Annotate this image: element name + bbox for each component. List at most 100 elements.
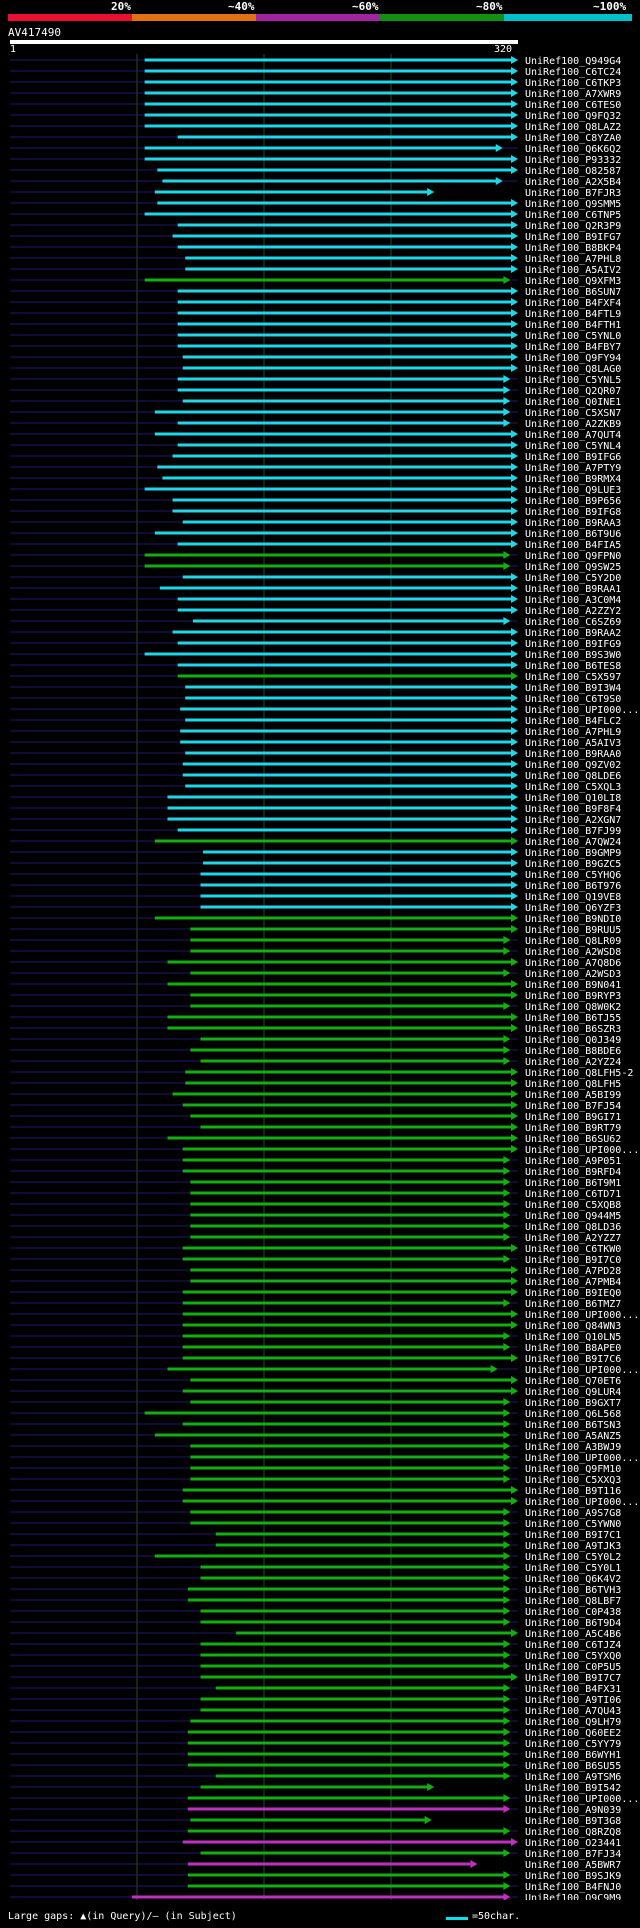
- hit-label[interactable]: UniRef100_A7PTY9: [525, 463, 621, 474]
- hit-bar[interactable]: [190, 1719, 505, 1723]
- hit-label[interactable]: UniRef100_A5BWR7: [525, 1860, 621, 1871]
- hit-bar[interactable]: [162, 476, 512, 480]
- hit-label[interactable]: UniRef100_C6SZ69: [525, 617, 621, 628]
- hit-label[interactable]: UniRef100_C5YNL4: [525, 441, 621, 452]
- hit-label[interactable]: UniRef100_C0P438: [525, 1607, 621, 1618]
- hit-bar[interactable]: [182, 1389, 512, 1393]
- hit-label[interactable]: UniRef100_B9RAA1: [525, 584, 621, 595]
- hit-row[interactable]: UniRef100_B6T9D4: [10, 1618, 621, 1629]
- hit-label[interactable]: UniRef100_Q2R3P9: [525, 221, 621, 232]
- hit-label[interactable]: UniRef100_B9F8F4: [525, 804, 621, 815]
- hit-row[interactable]: UniRef100_Q0INE1: [10, 397, 621, 408]
- hit-label[interactable]: UniRef100_A9TSM6: [525, 1772, 621, 1783]
- hit-bar[interactable]: [190, 1466, 505, 1470]
- hit-row[interactable]: UniRef100_Q8W0K2: [10, 1002, 621, 1013]
- hit-bar[interactable]: [167, 817, 513, 821]
- hit-label[interactable]: UniRef100_A9P051: [525, 1156, 621, 1167]
- hit-label[interactable]: UniRef100_C5XSN7: [525, 408, 621, 419]
- hit-label[interactable]: UniRef100_A7PHL9: [525, 727, 621, 738]
- hit-row[interactable]: UniRef100_A5AIV2: [10, 265, 621, 276]
- hit-bar[interactable]: [157, 168, 512, 172]
- hit-label[interactable]: UniRef100_B6T9D4: [525, 1618, 621, 1629]
- hit-row[interactable]: UniRef100_B9RYP3: [10, 991, 621, 1002]
- hit-row[interactable]: UniRef100_A3C0M4: [10, 595, 621, 606]
- hit-row[interactable]: UniRef100_Q9XFM3: [10, 276, 621, 287]
- hit-label[interactable]: UniRef100_C5YHQ6: [525, 870, 621, 881]
- hit-row[interactable]: UniRef100_B4FLC2: [10, 716, 621, 727]
- hit-label[interactable]: UniRef100_B4FIA5: [525, 540, 621, 551]
- hit-bar[interactable]: [157, 465, 512, 469]
- hit-bar[interactable]: [215, 1543, 505, 1547]
- hit-row[interactable]: UniRef100_C5YXQ0: [10, 1651, 621, 1662]
- hit-bar[interactable]: [144, 212, 512, 216]
- hit-bar[interactable]: [154, 410, 505, 414]
- hit-row[interactable]: UniRef100_Q8LFH5: [10, 1079, 621, 1090]
- hit-row[interactable]: UniRef100_Q70ET6: [10, 1376, 621, 1387]
- hit-bar[interactable]: [215, 1532, 505, 1536]
- hit-row[interactable]: UniRef100_Q944M5: [10, 1211, 621, 1222]
- hit-bar[interactable]: [177, 542, 512, 546]
- hit-row[interactable]: UniRef100_C6TJZ4: [10, 1640, 621, 1651]
- hit-label[interactable]: UniRef100_UPI000...: [525, 1497, 639, 1508]
- hit-label[interactable]: UniRef100_B9GZC5: [525, 859, 621, 870]
- hit-label[interactable]: UniRef100_B6T9U6: [525, 529, 621, 540]
- hit-label[interactable]: UniRef100_B9IEQ0: [525, 1288, 621, 1299]
- hit-row[interactable]: UniRef100_B7FJ54: [10, 1101, 621, 1112]
- hit-row[interactable]: UniRef100_C5XXQ3: [10, 1475, 621, 1486]
- hit-bar[interactable]: [144, 487, 512, 491]
- hit-label[interactable]: UniRef100_Q9C9M9: [525, 1893, 621, 1900]
- hit-row[interactable]: UniRef100_A7QU43: [10, 1706, 621, 1717]
- hit-row[interactable]: UniRef100_B9IFG6: [10, 452, 621, 463]
- hit-bar[interactable]: [185, 784, 512, 788]
- hit-label[interactable]: UniRef100_B9RAA0: [525, 749, 621, 760]
- hit-label[interactable]: UniRef100_B9NDI0: [525, 914, 621, 925]
- hit-label[interactable]: UniRef100_A2ZZY2: [525, 606, 621, 617]
- hit-bar[interactable]: [192, 619, 505, 623]
- hit-label[interactable]: UniRef100_Q9LUE3: [525, 485, 621, 496]
- hit-label[interactable]: UniRef100_B9RAA3: [525, 518, 621, 529]
- hit-label[interactable]: UniRef100_C0P5U5: [525, 1662, 621, 1673]
- hit-bar[interactable]: [187, 1752, 505, 1756]
- hit-row[interactable]: UniRef100_Q9SMM5: [10, 199, 621, 210]
- hit-label[interactable]: UniRef100_Q8RZQ8: [525, 1827, 621, 1838]
- hit-bar[interactable]: [200, 1851, 505, 1855]
- hit-bar[interactable]: [144, 553, 505, 557]
- hit-row[interactable]: UniRef100_A9TSM6: [10, 1772, 621, 1783]
- hit-row[interactable]: UniRef100_A9TJK3: [10, 1541, 621, 1552]
- hit-bar[interactable]: [144, 80, 512, 84]
- hit-label[interactable]: UniRef100_B9I542: [525, 1783, 621, 1794]
- hit-label[interactable]: UniRef100_B8BDE6: [525, 1046, 621, 1057]
- hit-label[interactable]: UniRef100_Q0J349: [525, 1035, 621, 1046]
- hit-label[interactable]: UniRef100_B6T976: [525, 881, 621, 892]
- hit-label[interactable]: UniRef100_A7Q8D6: [525, 958, 621, 969]
- hit-row[interactable]: UniRef100_Q10LI8: [10, 793, 621, 804]
- hit-row[interactable]: UniRef100_B9RFD4: [10, 1167, 621, 1178]
- hit-bar[interactable]: [187, 1741, 505, 1745]
- hit-label[interactable]: UniRef100_B9N041: [525, 980, 621, 991]
- hit-bar[interactable]: [190, 1224, 505, 1228]
- hit-row[interactable]: UniRef100_UPI000...: [10, 1145, 639, 1156]
- hit-row[interactable]: UniRef100_C6TD71: [10, 1189, 621, 1200]
- hit-bar[interactable]: [187, 1862, 472, 1866]
- hit-bar[interactable]: [162, 179, 497, 183]
- hit-label[interactable]: UniRef100_C5YWN0: [525, 1519, 621, 1530]
- hit-row[interactable]: UniRef100_B9F8F4: [10, 804, 621, 815]
- hit-label[interactable]: UniRef100_B6TES8: [525, 661, 621, 672]
- hit-label[interactable]: UniRef100_C6TKW0: [525, 1244, 621, 1255]
- hit-row[interactable]: UniRef100_B6SU62: [10, 1134, 621, 1145]
- hit-row[interactable]: UniRef100_B9GMP9: [10, 848, 621, 859]
- hit-row[interactable]: UniRef100_B4FIA5: [10, 540, 621, 551]
- hit-bar[interactable]: [190, 927, 512, 931]
- hit-bar[interactable]: [190, 938, 505, 942]
- hit-bar[interactable]: [154, 1433, 505, 1437]
- hit-label[interactable]: UniRef100_A5AIV2: [525, 265, 621, 276]
- hit-row[interactable]: UniRef100_B9I7C7: [10, 1673, 621, 1684]
- hit-label[interactable]: UniRef100_B6TSN3: [525, 1420, 621, 1431]
- hit-row[interactable]: UniRef100_C6TES0: [10, 100, 621, 111]
- hit-bar[interactable]: [182, 1422, 505, 1426]
- hit-row[interactable]: UniRef100_C6TKP3: [10, 78, 621, 89]
- hit-label[interactable]: UniRef100_B9RMX4: [525, 474, 621, 485]
- hit-row[interactable]: UniRef100_B7FJ34: [10, 1849, 621, 1860]
- hit-bar[interactable]: [200, 1037, 505, 1041]
- hit-bar[interactable]: [190, 1268, 512, 1272]
